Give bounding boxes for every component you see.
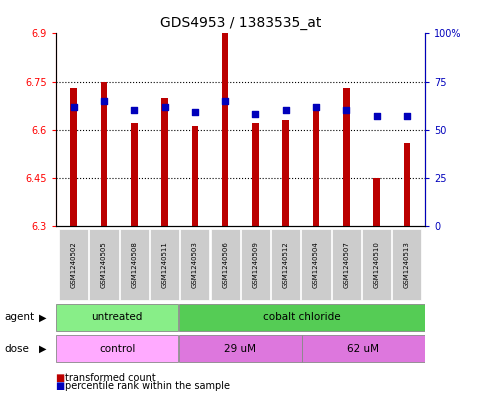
Bar [403, 143, 410, 226]
FancyBboxPatch shape [179, 304, 425, 331]
Text: ■: ■ [56, 381, 65, 391]
Text: transformed count: transformed count [65, 373, 156, 383]
Text: GSM1240506: GSM1240506 [222, 241, 228, 288]
Point [252, 111, 259, 118]
FancyBboxPatch shape [241, 229, 270, 300]
Text: untreated: untreated [91, 312, 143, 322]
Bar [100, 82, 107, 226]
Bar [373, 178, 380, 226]
Text: GSM1240510: GSM1240510 [373, 241, 380, 288]
Text: agent: agent [5, 312, 35, 322]
Point [161, 103, 169, 110]
Point [100, 97, 108, 104]
FancyBboxPatch shape [362, 229, 391, 300]
Bar [313, 110, 319, 226]
Point [282, 107, 290, 114]
Text: GSM1240509: GSM1240509 [253, 241, 258, 288]
Text: percentile rank within the sample: percentile rank within the sample [65, 381, 230, 391]
FancyBboxPatch shape [392, 229, 421, 300]
Text: cobalt chloride: cobalt chloride [263, 312, 341, 322]
Bar [131, 123, 138, 226]
FancyBboxPatch shape [89, 229, 118, 300]
Text: ▶: ▶ [39, 312, 46, 322]
Point [70, 103, 78, 110]
Text: GSM1240503: GSM1240503 [192, 241, 198, 288]
FancyBboxPatch shape [179, 335, 301, 362]
FancyBboxPatch shape [302, 335, 425, 362]
Text: GSM1240505: GSM1240505 [101, 241, 107, 288]
Bar [283, 120, 289, 226]
Text: GSM1240511: GSM1240511 [162, 241, 168, 288]
Text: GSM1240508: GSM1240508 [131, 241, 137, 288]
Text: dose: dose [5, 344, 30, 354]
Point [342, 107, 350, 114]
Text: GSM1240502: GSM1240502 [71, 241, 77, 288]
Point [373, 113, 381, 119]
Text: GSM1240512: GSM1240512 [283, 241, 289, 288]
Point [221, 97, 229, 104]
Text: GSM1240507: GSM1240507 [343, 241, 349, 288]
Text: control: control [99, 344, 135, 354]
Title: GDS4953 / 1383535_at: GDS4953 / 1383535_at [159, 16, 321, 29]
Text: GSM1240504: GSM1240504 [313, 241, 319, 288]
FancyBboxPatch shape [150, 229, 179, 300]
Text: 62 uM: 62 uM [347, 344, 380, 354]
Bar [222, 33, 228, 226]
Point [191, 109, 199, 116]
Text: ▶: ▶ [39, 344, 46, 354]
Text: GSM1240513: GSM1240513 [404, 241, 410, 288]
FancyBboxPatch shape [211, 229, 240, 300]
FancyBboxPatch shape [301, 229, 330, 300]
Bar [161, 97, 168, 226]
Point [130, 107, 138, 114]
Bar [252, 123, 259, 226]
Text: ■: ■ [56, 373, 65, 383]
FancyBboxPatch shape [271, 229, 300, 300]
Point [403, 113, 411, 119]
Bar [343, 88, 350, 226]
FancyBboxPatch shape [59, 229, 88, 300]
Text: 29 uM: 29 uM [224, 344, 256, 354]
FancyBboxPatch shape [180, 229, 210, 300]
FancyBboxPatch shape [56, 335, 178, 362]
Bar [192, 127, 198, 226]
Point [312, 103, 320, 110]
Bar [71, 88, 77, 226]
FancyBboxPatch shape [332, 229, 361, 300]
FancyBboxPatch shape [56, 304, 178, 331]
FancyBboxPatch shape [120, 229, 149, 300]
